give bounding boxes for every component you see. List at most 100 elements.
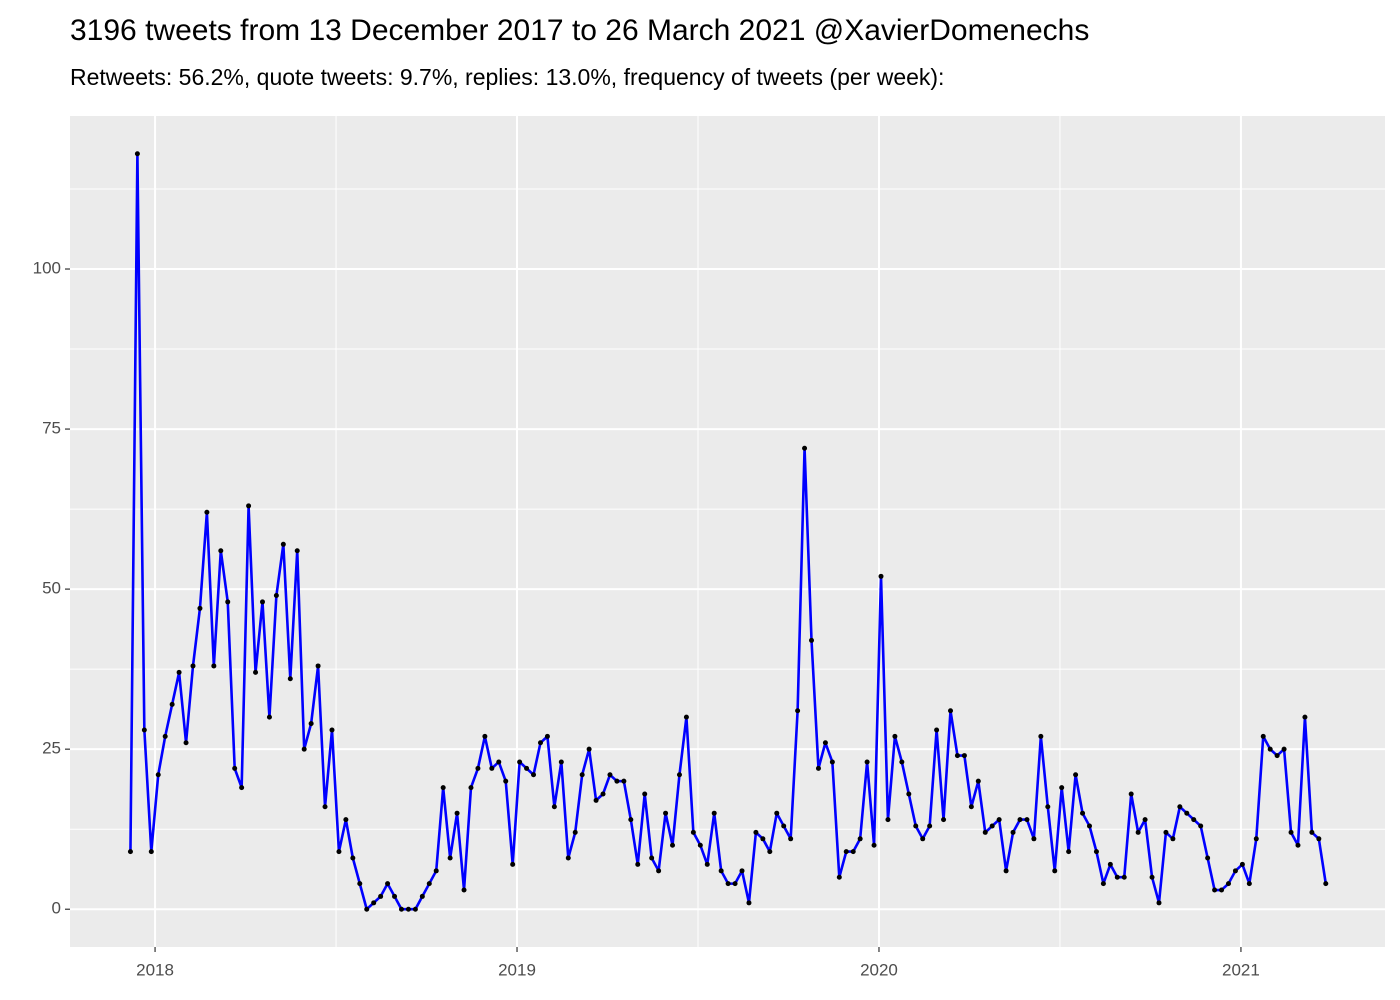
point <box>1031 836 1037 842</box>
point <box>1017 817 1023 823</box>
point <box>864 759 870 765</box>
point <box>802 445 808 451</box>
point <box>392 893 398 899</box>
point <box>1100 881 1106 887</box>
point <box>551 804 557 810</box>
point <box>350 855 356 861</box>
point <box>989 823 995 829</box>
point <box>1038 733 1044 739</box>
point <box>628 817 634 823</box>
point <box>1163 829 1169 835</box>
point <box>1191 817 1197 823</box>
point <box>899 759 905 765</box>
point <box>982 829 988 835</box>
point <box>357 881 363 887</box>
point <box>294 548 300 554</box>
point <box>468 785 474 791</box>
point <box>287 676 293 682</box>
point <box>558 759 564 765</box>
point <box>141 727 147 733</box>
point <box>496 759 502 765</box>
point <box>440 785 446 791</box>
point <box>836 874 842 880</box>
point <box>1135 829 1141 835</box>
point <box>405 906 411 912</box>
point <box>565 855 571 861</box>
point <box>531 772 537 778</box>
point <box>232 765 238 771</box>
point <box>683 714 689 720</box>
point <box>211 663 217 669</box>
point <box>948 708 954 714</box>
point <box>239 785 245 791</box>
point <box>266 714 272 720</box>
point <box>788 836 794 842</box>
point <box>253 669 259 675</box>
point <box>461 887 467 893</box>
point <box>503 778 509 784</box>
point <box>1232 868 1238 874</box>
point <box>781 823 787 829</box>
point <box>482 733 488 739</box>
point <box>280 541 286 547</box>
point <box>822 740 828 746</box>
point <box>259 599 265 605</box>
point <box>537 740 543 746</box>
point <box>1073 772 1079 778</box>
y-tick-label: 100 <box>33 258 61 277</box>
point <box>975 778 981 784</box>
point <box>273 593 279 599</box>
point <box>1177 804 1183 810</box>
point <box>1225 881 1231 887</box>
point <box>308 721 314 727</box>
point <box>398 906 404 912</box>
point <box>169 701 175 707</box>
point <box>385 881 391 887</box>
point <box>642 791 648 797</box>
point <box>1288 829 1294 835</box>
point <box>544 733 550 739</box>
point <box>635 861 641 867</box>
point <box>1080 810 1086 816</box>
point <box>301 746 307 752</box>
y-tick-label: 0 <box>52 899 61 918</box>
x-tick-label: 2021 <box>1222 960 1260 979</box>
point <box>892 733 898 739</box>
point <box>412 906 418 912</box>
point <box>1309 829 1315 835</box>
point <box>941 817 947 823</box>
point <box>364 906 370 912</box>
x-tick-label: 2020 <box>860 960 898 979</box>
point <box>676 772 682 778</box>
point <box>1121 874 1127 880</box>
point <box>155 772 161 778</box>
point <box>378 893 384 899</box>
y-tick-label: 25 <box>42 739 61 758</box>
point <box>600 791 606 797</box>
point <box>1239 861 1245 867</box>
point <box>225 599 231 605</box>
point <box>885 817 891 823</box>
x-tick-label: 2018 <box>136 960 174 979</box>
point <box>927 823 933 829</box>
point <box>968 804 974 810</box>
point <box>746 900 752 906</box>
point <box>809 637 815 643</box>
point <box>906 791 912 797</box>
point <box>843 849 849 855</box>
point <box>663 810 669 816</box>
point <box>621 778 627 784</box>
point <box>162 733 168 739</box>
point <box>1212 887 1218 893</box>
point <box>656 868 662 874</box>
point <box>607 772 613 778</box>
chart-subtitle: Retweets: 56.2%, quote tweets: 9.7%, rep… <box>70 64 944 90</box>
point <box>920 836 926 842</box>
point <box>1010 829 1016 835</box>
point <box>343 817 349 823</box>
point <box>572 829 578 835</box>
point <box>718 868 724 874</box>
point <box>795 708 801 714</box>
point <box>1316 836 1322 842</box>
x-tick-label: 2019 <box>498 960 536 979</box>
